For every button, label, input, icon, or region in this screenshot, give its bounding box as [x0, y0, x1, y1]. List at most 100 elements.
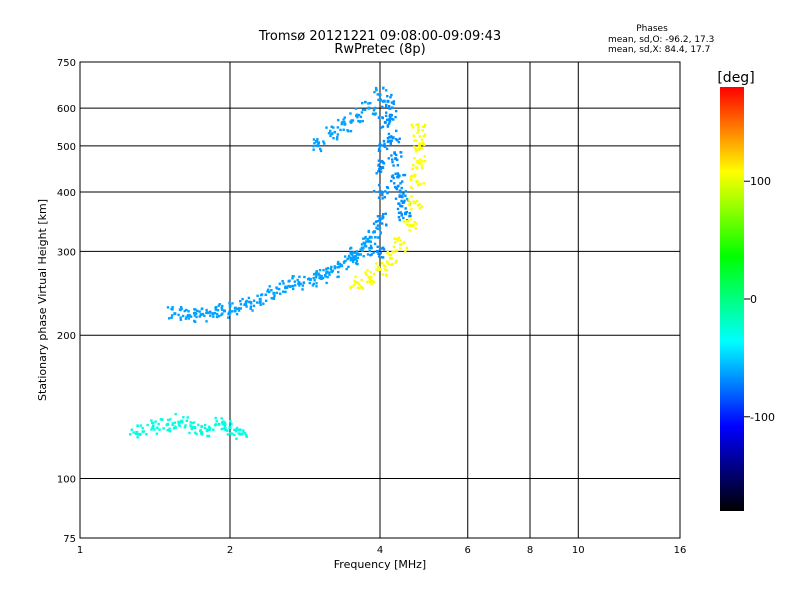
scatter-cloud-point: [325, 272, 328, 275]
data-point: [383, 120, 387, 124]
scatter-cloud-point: [218, 303, 221, 306]
scatter-cloud-point: [369, 254, 372, 257]
scatter-cloud-point: [386, 94, 389, 98]
scatter-cloud-point: [396, 239, 399, 242]
scatter-cloud-point: [374, 112, 377, 115]
data-point: [193, 425, 197, 429]
scatter-cloud-point: [317, 142, 320, 145]
scatter-cloud-point: [412, 145, 416, 149]
x-tick-label: 6: [465, 545, 471, 556]
scatter-cloud-point: [139, 424, 143, 427]
data-point: [173, 312, 177, 316]
scatter-cloud-point: [145, 433, 148, 436]
scatter-cloud-point: [384, 145, 387, 148]
scatter-cloud-point: [374, 236, 377, 239]
scatter-cloud-point: [335, 138, 339, 141]
scatter-cloud-point: [205, 311, 208, 315]
scatter-cloud-point: [136, 436, 139, 439]
scatter-cloud-point: [377, 147, 381, 151]
scatter-cloud-point: [318, 268, 322, 272]
scatter-cloud-point: [399, 182, 402, 185]
scatter-cloud-point: [395, 249, 399, 252]
scatter-cloud-point: [377, 236, 380, 239]
scatter-cloud-point: [382, 212, 385, 216]
scatter-cloud-point: [191, 421, 194, 425]
scatter-cloud-point: [409, 185, 413, 189]
scatter-cloud-point: [215, 420, 218, 423]
scatter-cloud-point: [372, 272, 376, 276]
scatter-cloud-point: [386, 137, 390, 140]
data-point: [285, 285, 289, 289]
scatter-cloud-point: [192, 312, 196, 315]
scatter-cloud-point: [418, 135, 422, 138]
scatter-cloud-point: [423, 143, 426, 146]
scatter-cloud-point: [231, 302, 234, 305]
scatter-cloud-point: [410, 208, 413, 211]
scatter-cloud-point: [378, 149, 382, 152]
scatter-cloud-point: [404, 190, 408, 193]
scatter-cloud-point: [397, 202, 400, 205]
scatter-cloud-point: [399, 247, 402, 250]
scatter-cloud-point: [360, 243, 364, 246]
scatter-cloud-point: [206, 434, 209, 438]
scatter-cloud-point: [352, 251, 355, 254]
scatter-cloud-point: [411, 126, 415, 129]
scatter-cloud-point: [216, 308, 220, 312]
scatter-cloud-point: [315, 270, 318, 273]
scatter-cloud-point: [273, 294, 276, 298]
data-point: [355, 252, 359, 256]
scatter-cloud-point: [391, 174, 395, 177]
scatter-cloud-point: [396, 172, 400, 175]
colorbar-tick-label: 0: [750, 293, 757, 306]
scatter-cloud-point: [317, 272, 320, 275]
scatter-cloud-point: [412, 224, 416, 227]
data-point: [272, 291, 276, 295]
scatter-cloud-point: [192, 421, 196, 424]
scatter-cloud-point: [237, 428, 241, 432]
scatter-cloud-point: [200, 432, 204, 435]
scatter-cloud-point: [364, 271, 367, 274]
scatter-cloud-point: [394, 115, 397, 119]
scatter-cloud-point: [381, 246, 385, 249]
scatter-cloud-point: [409, 175, 412, 178]
scatter-cloud-point: [136, 432, 140, 436]
scatter-cloud-point: [377, 116, 381, 119]
scatter-cloud-point: [351, 260, 355, 264]
scatter-cloud-point: [375, 172, 378, 175]
scatter-cloud-point: [277, 287, 281, 291]
scatter-cloud-point: [349, 129, 353, 133]
scatter-cloud-point: [332, 137, 335, 140]
scatter-cloud-point: [313, 279, 316, 282]
colorbar: [720, 87, 744, 511]
scatter-cloud-point: [419, 158, 422, 161]
scatter-cloud-point: [235, 312, 239, 316]
scatter-cloud-point: [357, 119, 360, 123]
scatter-cloud-point: [327, 132, 331, 135]
scatter-cloud-point: [388, 118, 391, 121]
scatter-cloud-point: [370, 246, 373, 250]
scatter-cloud-point: [141, 426, 144, 430]
scatter-cloud-point: [194, 308, 197, 311]
scatter-cloud-point: [181, 421, 184, 424]
scatter-cloud-point: [360, 278, 363, 282]
scatter-cloud-point: [311, 284, 315, 287]
scatter-cloud-point: [397, 140, 400, 144]
scatter-cloud-point: [379, 167, 382, 170]
scatter-cloud-point: [415, 139, 418, 142]
scatter-cloud-point: [386, 125, 390, 128]
scatter-cloud-point: [168, 427, 171, 430]
scatter-cloud-point: [376, 227, 379, 231]
scatter-cloud-point: [318, 276, 321, 280]
scatter-cloud-point: [404, 194, 407, 198]
scatter-cloud-point: [368, 278, 371, 282]
scatter-cloud-point: [394, 172, 397, 175]
scatter-cloud-point: [368, 249, 371, 253]
scatter-cloud-point: [421, 160, 424, 163]
scatter-cloud-point: [171, 305, 174, 309]
scatter-cloud-point: [388, 107, 391, 110]
scatter-cloud-point: [181, 314, 185, 318]
scatter-cloud-point: [378, 92, 381, 96]
scatter-cloud-point: [337, 118, 340, 122]
scatter-cloud-point: [405, 210, 408, 214]
scatter-cloud-point: [378, 98, 382, 101]
